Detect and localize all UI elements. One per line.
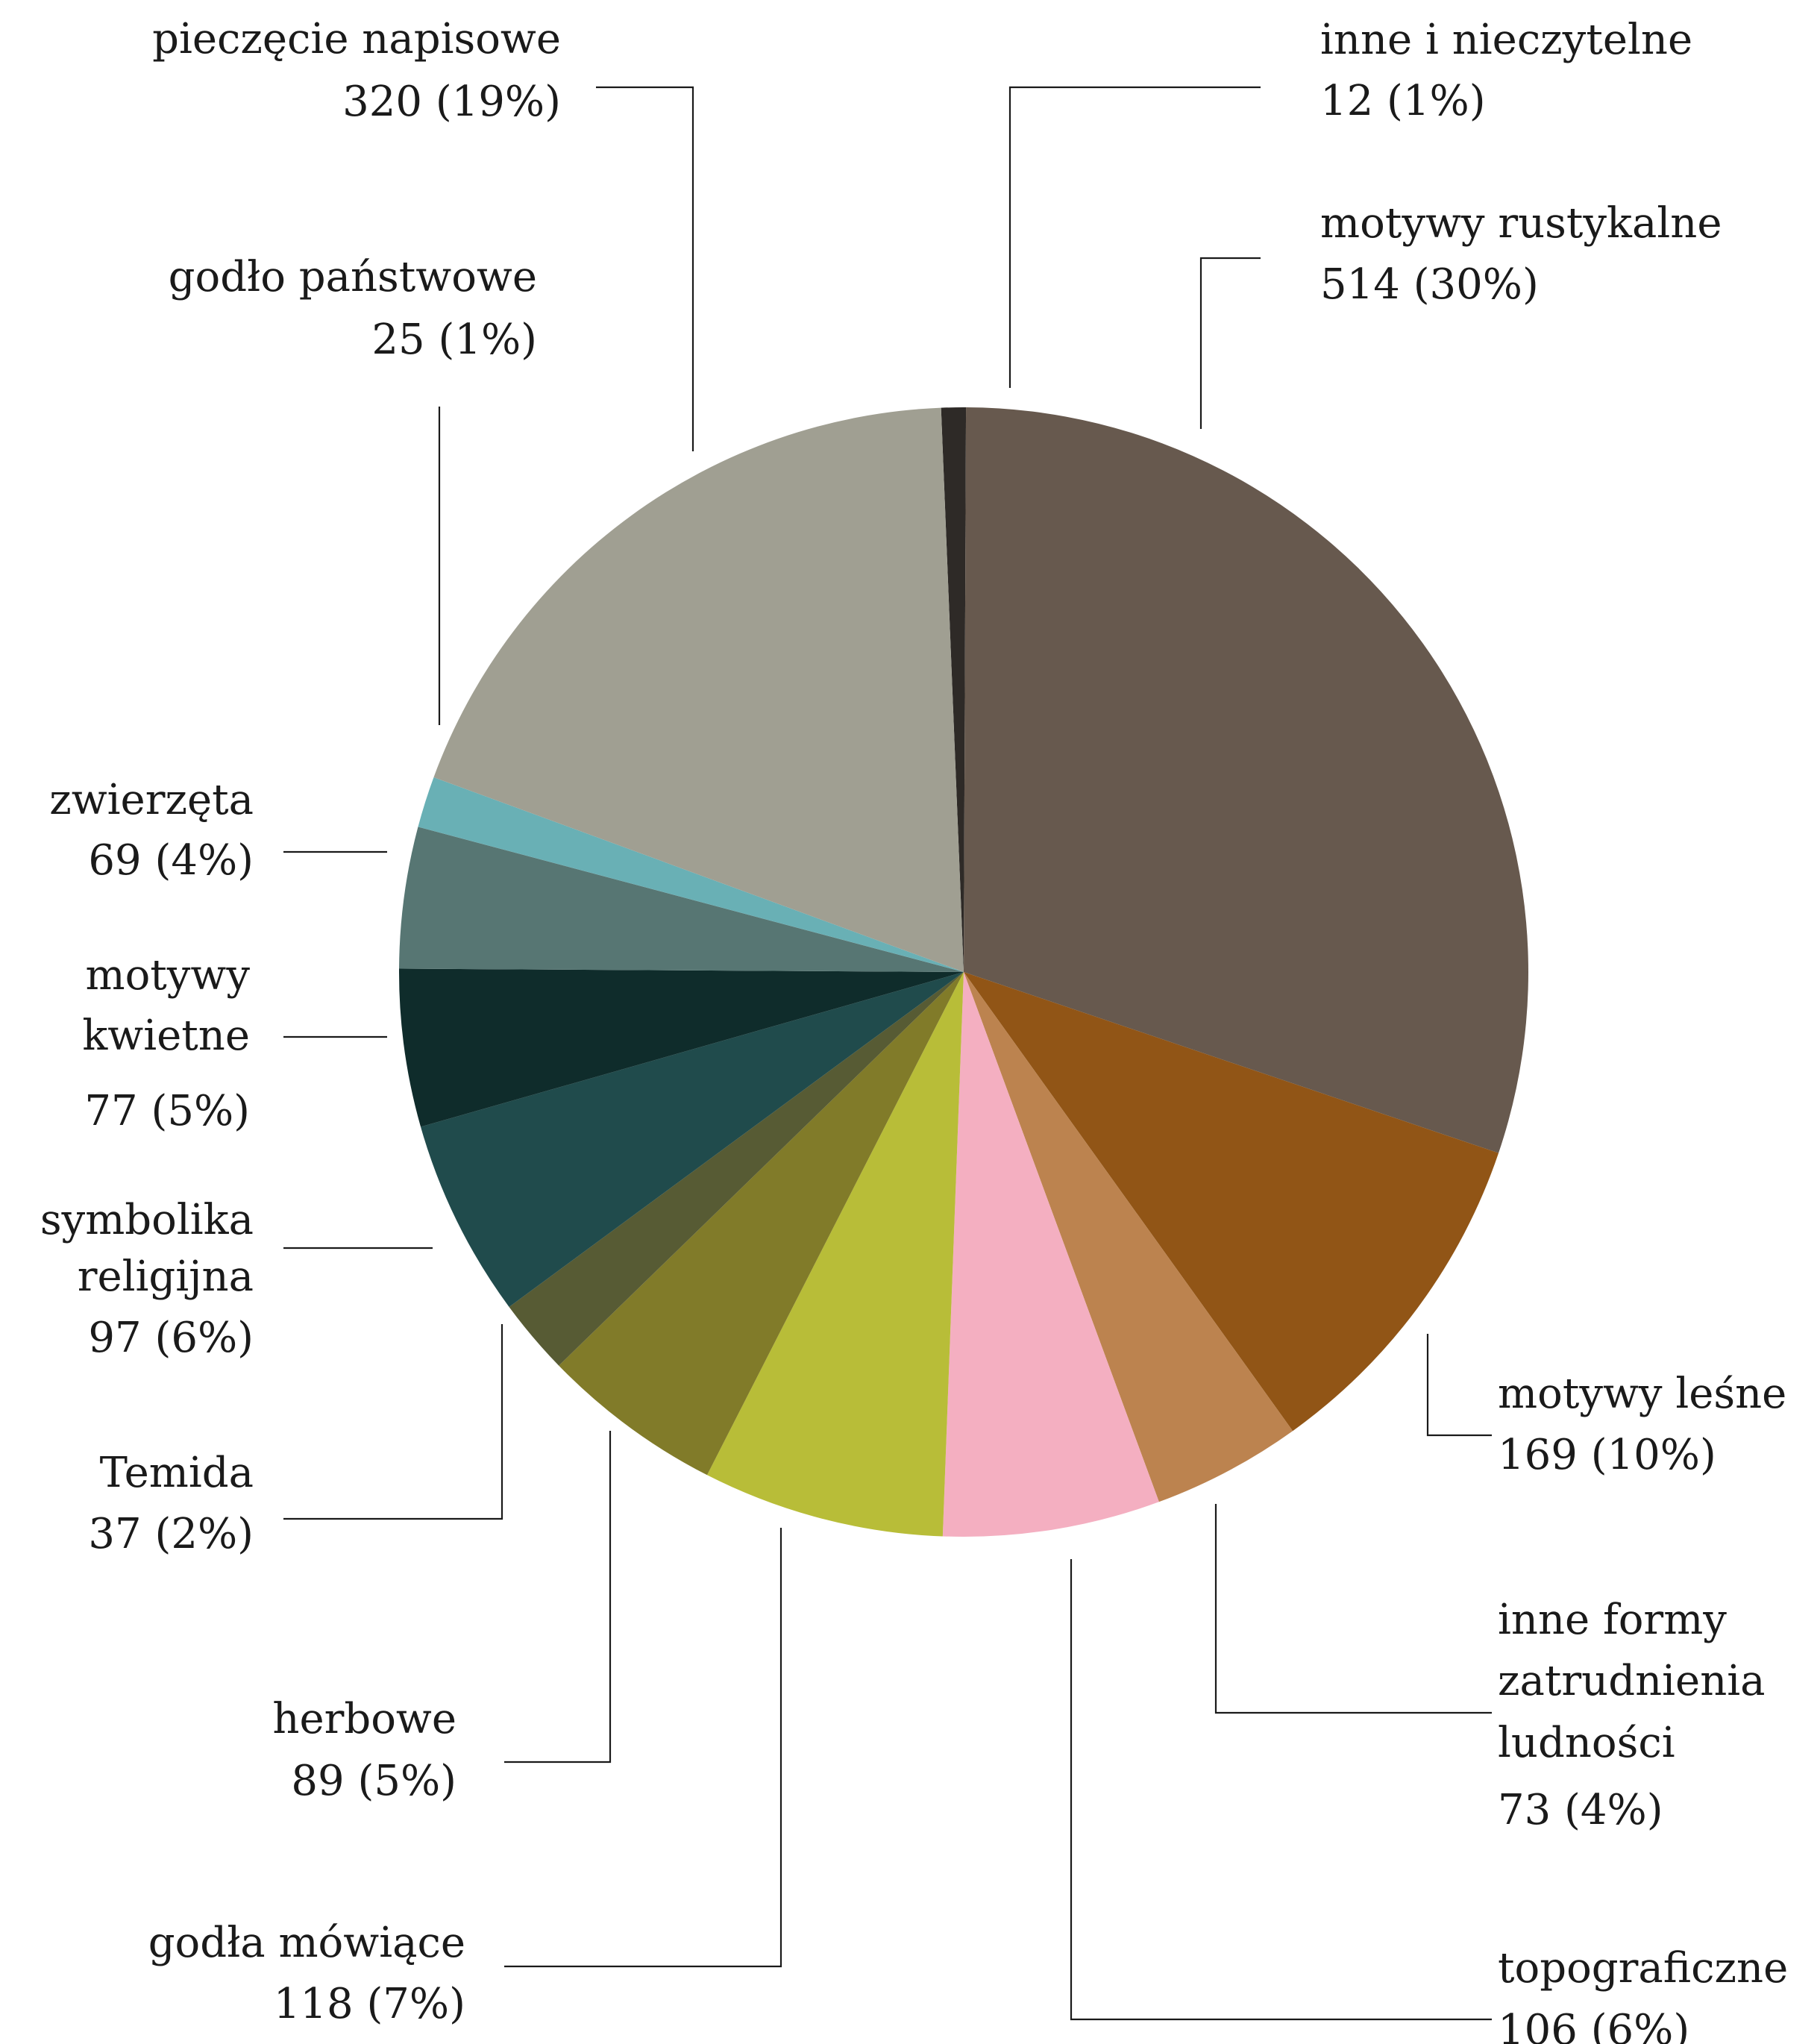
slice-value-label-3: 73 (4%) (1498, 1786, 1663, 1834)
slice-value-label-4: 106 (6%) (1498, 2006, 1689, 2044)
leader-line-2 (1426, 1334, 1492, 1437)
leader-lines (283, 86, 1492, 2021)
pie-slice-2 (964, 972, 1499, 1432)
pie-slice-6 (559, 972, 964, 1476)
slice-value-label-2: 169 (10%) (1498, 1431, 1716, 1479)
slice-name-label-5: godła mówiące (148, 1919, 465, 1967)
slice-name-label-3: inne formy (1498, 1596, 1727, 1644)
leader-line-12 (596, 86, 694, 451)
slice-name-label-9: motywy (85, 951, 250, 1000)
slice-value-label-0: 12 (1%) (1320, 77, 1486, 125)
leader-line-7 (283, 1324, 503, 1520)
pie-slice-3 (964, 972, 1293, 1502)
slice-name-label-12: pieczęcie napisowe (152, 15, 561, 63)
slice-name-label-4: topograficzne (1498, 1944, 1788, 1993)
pie-slice-4 (942, 972, 1159, 1537)
slice-value-label-5: 118 (7%) (274, 1980, 465, 2028)
pie-slice-12 (433, 407, 964, 972)
leader-line-5 (504, 1528, 782, 1968)
slice-value-label-7: 37 (2%) (88, 1510, 254, 1558)
pie-slice-5 (706, 972, 964, 1537)
pie-slice-8 (421, 972, 964, 1307)
leader-line-6 (504, 1431, 612, 1764)
pie-slice-10 (399, 827, 964, 972)
slice-name-label-6: herbowe (272, 1695, 456, 1743)
leader-line-0 (1008, 86, 1261, 388)
pie-slices (398, 407, 1528, 1537)
slice-name-label-0: inne i nieczytelne (1320, 16, 1692, 64)
slice-labels: inne i nieczytelne 12 (1%) motywy rustykal… (40, 15, 1788, 2044)
leader-line-4 (1070, 1559, 1492, 2021)
slice-name-label-3: ludności (1498, 1719, 1675, 1767)
pie-slice-0 (941, 407, 967, 972)
pie-slice-1 (964, 407, 1528, 1153)
leader-line-3 (1214, 1504, 1492, 1714)
pie-slice-11 (418, 777, 964, 972)
slice-name-label-1: motywy rustykalne (1320, 199, 1722, 248)
pie-slice-7 (509, 972, 964, 1366)
pie-slice-9 (398, 968, 964, 1127)
slice-name-label-11: godło państwowe (169, 253, 537, 301)
slice-name-label-8: symbolika (40, 1196, 254, 1244)
slice-value-label-12: 320 (19%) (342, 78, 561, 126)
slice-name-label-8: religijna (78, 1253, 254, 1301)
slice-name-label-3: zatrudnienia (1498, 1657, 1766, 1705)
slice-name-label-9: kwietne (82, 1012, 250, 1060)
slice-value-label-11: 25 (1%) (371, 316, 537, 364)
slice-value-label-9: 77 (5%) (84, 1087, 250, 1135)
slice-value-label-6: 89 (5%) (291, 1757, 456, 1805)
slice-name-label-10: zwierzęta (49, 776, 254, 824)
slice-value-label-10: 69 (4%) (88, 836, 254, 885)
slice-value-label-8: 97 (6%) (88, 1314, 254, 1362)
slice-name-label-2: motywy leśne (1498, 1370, 1786, 1418)
slice-name-label-7: Temida (100, 1449, 254, 1497)
slice-value-label-1: 514 (30%) (1320, 260, 1539, 309)
leader-line-1 (1199, 257, 1261, 429)
